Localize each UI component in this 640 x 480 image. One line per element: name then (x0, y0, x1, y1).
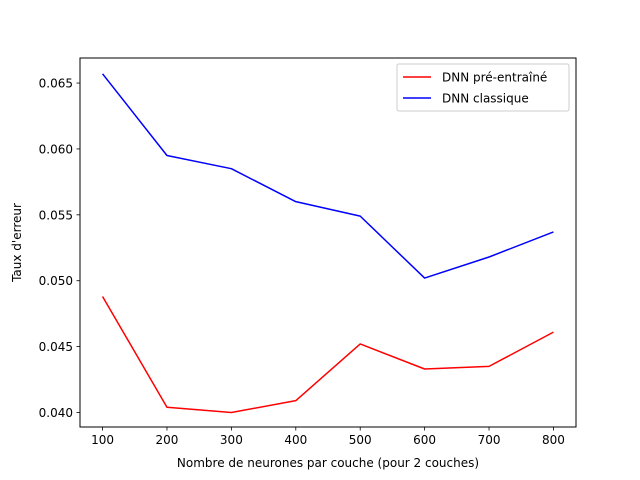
y-tick-label: 0.055 (39, 208, 73, 222)
y-axis-ticks: 0.040 0.045 0.050 0.055 0.060 0.065 (39, 77, 80, 420)
legend-box (396, 63, 570, 112)
x-tick-label: 100 (91, 433, 114, 447)
legend: DNN pré-entraîné DNN classique (396, 63, 570, 112)
y-tick-label: 0.050 (39, 274, 73, 288)
x-tick-label: 200 (156, 433, 179, 447)
series-line-1 (101, 73, 554, 279)
x-tick-label: 300 (220, 433, 243, 447)
plot-frame (79, 57, 577, 428)
y-axis-label: Taux d'erreur (10, 203, 24, 283)
x-axis-ticks: 100 200 300 400 500 600 700 800 (91, 427, 565, 447)
legend-label: DNN classique (442, 92, 529, 106)
y-tick-label: 0.065 (39, 77, 73, 91)
series-line-0 (101, 296, 554, 414)
x-tick-label: 700 (478, 433, 501, 447)
x-tick-label: 500 (349, 433, 372, 447)
x-tick-label: 400 (284, 433, 307, 447)
plot-lines (101, 73, 554, 414)
legend-label: DNN pré-entraîné (442, 71, 547, 85)
x-tick-label: 800 (542, 433, 565, 447)
y-tick-label: 0.060 (39, 142, 73, 156)
x-tick-label: 600 (413, 433, 436, 447)
x-axis-label: Nombre de neurones par couche (pour 2 co… (177, 456, 479, 470)
y-tick-label: 0.040 (39, 406, 73, 420)
y-tick-label: 0.045 (39, 340, 73, 354)
